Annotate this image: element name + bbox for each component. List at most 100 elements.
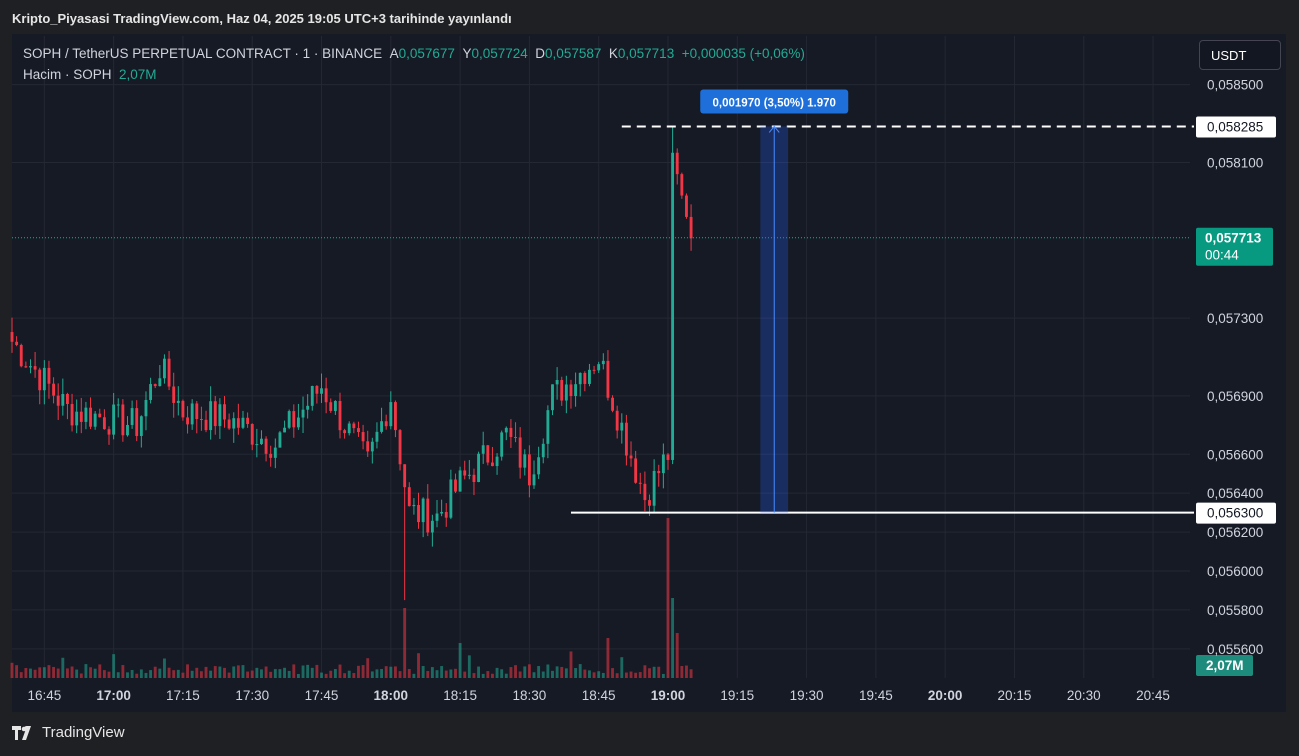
volume-bar — [283, 667, 286, 678]
volume-bar — [421, 666, 425, 678]
volume-bar — [218, 666, 222, 678]
brand-name: TradingView — [42, 724, 125, 741]
volume-bar — [269, 671, 273, 678]
candle-body — [139, 416, 143, 436]
time-tick-label: 18:45 — [582, 688, 616, 703]
candle-body — [532, 474, 536, 486]
last-price-badge — [1196, 227, 1273, 266]
volume-bar — [592, 672, 596, 678]
volume-bar — [370, 671, 374, 678]
volume-bar — [176, 669, 180, 678]
candle-body — [574, 384, 578, 397]
volume-bar — [514, 665, 517, 678]
candle-body — [661, 454, 665, 474]
candle-body — [393, 402, 397, 431]
change-value: +0,000035 (+0,06%) — [681, 46, 805, 61]
volume-bar — [467, 655, 471, 678]
candle-body — [384, 421, 388, 427]
time-tick-label: 20:15 — [998, 688, 1032, 703]
candle-body — [320, 388, 323, 394]
volume-bar — [66, 668, 69, 678]
volume-bar — [597, 671, 601, 678]
volume-bar — [444, 670, 448, 678]
volume-bar — [398, 671, 402, 678]
volume-bar — [689, 669, 693, 678]
candle-body — [144, 399, 148, 417]
volume-bar — [454, 668, 457, 678]
candle-body — [611, 397, 614, 411]
candle-body — [47, 367, 51, 384]
candle-body — [491, 462, 494, 467]
candle-body — [389, 402, 393, 427]
time-tick-label: 17:30 — [235, 688, 269, 703]
volume-bar — [347, 670, 351, 678]
price-tick-label: 0,056400 — [1207, 486, 1263, 501]
candle-body — [629, 455, 633, 459]
volume-bar — [190, 670, 194, 678]
candle-body — [121, 404, 125, 436]
candle-body — [472, 474, 476, 482]
volume-bar — [116, 672, 120, 678]
grid-lines — [12, 36, 1190, 678]
candle-body — [407, 487, 411, 507]
candle-body — [657, 470, 661, 474]
volume-bar — [504, 673, 508, 678]
candle-body — [500, 432, 504, 457]
currency-button[interactable]: USDT — [1199, 40, 1281, 70]
volume-bar — [518, 671, 522, 678]
volume-badge-bg — [1196, 655, 1253, 676]
candle-body — [624, 422, 628, 456]
symbol-title: SOPH / TetherUS PERPETUAL CONTRACT · 1 ·… — [23, 46, 383, 61]
candle-body — [435, 513, 439, 521]
candle-body — [250, 424, 254, 445]
volume-bar — [463, 671, 467, 678]
volume-bar — [255, 667, 259, 678]
candle-body — [292, 411, 296, 428]
volume-bar — [583, 669, 587, 678]
level-price-label: 0,056300 — [1207, 506, 1263, 521]
volume-bar — [144, 672, 148, 678]
volume-bar — [338, 664, 342, 678]
candle-body — [269, 453, 273, 458]
volume-bar — [19, 672, 23, 678]
time-tick-label: 20:45 — [1136, 688, 1170, 703]
volume-bar — [500, 669, 504, 678]
candle-body — [24, 366, 28, 368]
candle-body — [93, 413, 97, 427]
open-value: 0,057677 — [398, 46, 455, 61]
time-tick-label: 17:00 — [96, 688, 131, 703]
volume-bar — [112, 654, 116, 678]
time-tick-label: 17:45 — [305, 688, 339, 703]
level-price-label: 0,058285 — [1207, 119, 1263, 134]
volume-bar — [634, 672, 638, 678]
chart-panel[interactable] — [12, 34, 1286, 712]
volume-bar — [324, 673, 328, 678]
candle-body — [648, 500, 651, 506]
low-label: D — [535, 46, 546, 61]
volume-bar — [380, 669, 384, 678]
price-tick-label: 0,056000 — [1207, 564, 1263, 579]
candle-body — [375, 431, 379, 442]
price-tick-label: 0,055800 — [1207, 603, 1263, 618]
volume-bar — [574, 668, 578, 678]
tradingview-logo[interactable]: TradingView — [12, 724, 125, 741]
volume-bar — [306, 664, 310, 678]
volume-bar — [569, 651, 573, 678]
volume-bar — [352, 672, 356, 678]
volume-bar — [139, 669, 143, 678]
candle-body — [366, 441, 370, 452]
candle-body — [52, 383, 56, 396]
volume-bar — [449, 669, 453, 678]
close-label: K — [608, 46, 618, 61]
candle-body — [186, 417, 189, 425]
candle-body — [315, 386, 319, 394]
candle-body — [454, 479, 457, 492]
candle-body — [680, 174, 684, 196]
candle-body — [56, 395, 60, 406]
volume-bar — [560, 666, 564, 678]
candle-body — [163, 358, 166, 379]
volume-bar — [310, 667, 314, 678]
volume-bar — [292, 664, 296, 678]
volume-bar — [361, 665, 365, 678]
